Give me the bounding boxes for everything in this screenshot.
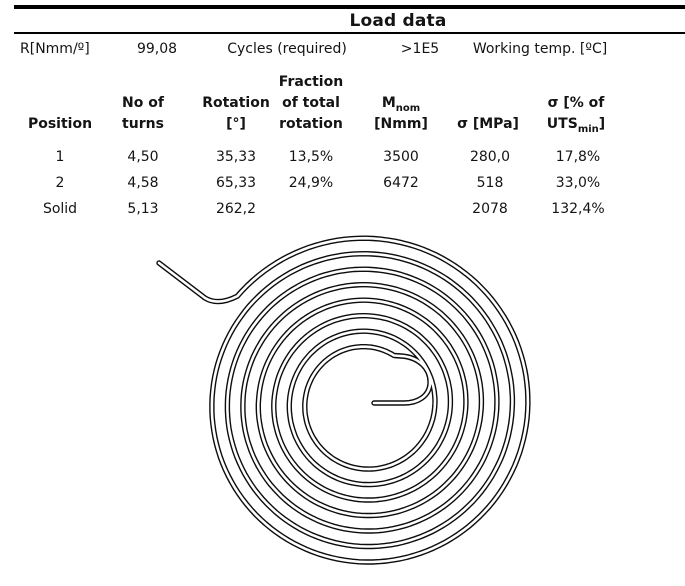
row3-rotation: 262,2 bbox=[215, 201, 257, 217]
col-header-mnom: Mnom [Nmm] bbox=[374, 95, 428, 132]
row3-sigma-uts: 132,4% bbox=[551, 201, 605, 217]
col-header-turns: No of turns bbox=[122, 95, 164, 132]
title-underline-rule bbox=[14, 32, 685, 34]
spring-strip-core bbox=[157, 236, 530, 564]
row1-sigma-mpa: 280,0 bbox=[469, 149, 511, 165]
row1-fraction: 13,5% bbox=[288, 149, 334, 165]
row2-rotation: 65,33 bbox=[215, 175, 257, 191]
row2-position: 2 bbox=[55, 175, 65, 191]
col-header-fraction: Fraction of total rotation bbox=[278, 74, 344, 132]
page-title: Load data bbox=[349, 11, 447, 31]
cycles-value: >1E5 bbox=[400, 41, 440, 57]
row2-mnom: 6472 bbox=[383, 175, 419, 191]
row1-mnom: 3500 bbox=[383, 149, 419, 165]
row3-position: Solid bbox=[42, 201, 78, 217]
top-rule bbox=[14, 5, 685, 9]
row1-turns: 4,50 bbox=[127, 149, 159, 165]
rate-label: R[Nmm/º] bbox=[20, 41, 90, 57]
col-header-sigma-uts: σ [% of UTSmin] bbox=[546, 95, 606, 135]
col-header-position: Position bbox=[27, 116, 93, 132]
row2-sigma-uts: 33,0% bbox=[555, 175, 601, 191]
rate-value: 99,08 bbox=[136, 41, 178, 57]
col-header-rotation: Rotation [°] bbox=[202, 95, 270, 132]
row1-sigma-uts: 17,8% bbox=[555, 149, 601, 165]
row2-turns: 4,58 bbox=[127, 175, 159, 191]
col-header-sigma-mpa: σ [MPa] bbox=[457, 116, 519, 132]
working-temp-label: Working temp. [ºC] bbox=[472, 41, 608, 57]
row1-position: 1 bbox=[55, 149, 65, 165]
cycles-label: Cycles (required) bbox=[227, 41, 347, 57]
row2-fraction: 24,9% bbox=[288, 175, 334, 191]
row1-rotation: 35,33 bbox=[215, 149, 257, 165]
row3-sigma-mpa: 2078 bbox=[472, 201, 508, 217]
row2-sigma-mpa: 518 bbox=[476, 175, 504, 191]
row3-turns: 5,13 bbox=[127, 201, 159, 217]
